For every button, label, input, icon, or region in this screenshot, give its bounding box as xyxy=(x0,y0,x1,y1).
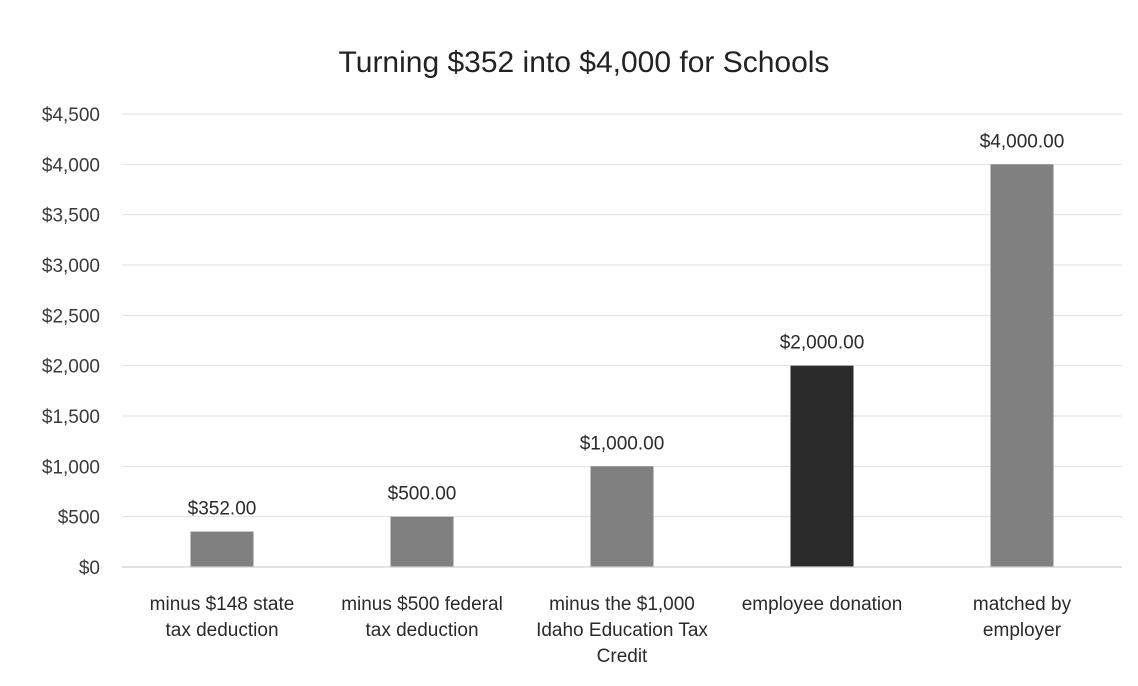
x-tick-label: Idaho Education Tax xyxy=(536,620,708,641)
x-tick-label: minus $148 state xyxy=(150,594,295,615)
y-tick-label: $1,500 xyxy=(42,407,100,428)
y-tick-label: $2,000 xyxy=(42,357,100,378)
x-tick-label: Credit xyxy=(597,646,648,667)
chart-title: Turning $352 into $4,000 for Schools xyxy=(339,46,830,79)
x-tick-label: minus the $1,000 xyxy=(549,594,695,615)
x-axis-ticks: minus $148 state tax deduction minus $500 … xyxy=(150,594,1072,667)
x-tick-label: employer xyxy=(983,620,1062,641)
data-label: $500.00 xyxy=(388,484,457,505)
bar xyxy=(190,531,254,567)
bar xyxy=(990,164,1054,568)
data-label: $2,000.00 xyxy=(780,333,865,354)
y-tick-label: $0 xyxy=(79,558,100,579)
y-axis-ticks: $0 $500 $1,000 $1,500 $2,000 $2,500 $3,000 $3,5… xyxy=(42,105,100,579)
x-tick-label: matched by xyxy=(973,594,1072,615)
gridlines xyxy=(122,113,1122,518)
y-tick-label: $3,000 xyxy=(42,256,100,277)
x-tick-label: tax deduction xyxy=(365,620,478,641)
bar xyxy=(790,365,854,567)
x-tick-label: employee donation xyxy=(742,594,903,615)
data-label: $1,000.00 xyxy=(580,433,665,454)
y-tick-label: $3,500 xyxy=(42,206,100,227)
y-tick-label: $500 xyxy=(58,508,100,529)
bar xyxy=(390,516,454,567)
y-tick-label: $4,000 xyxy=(42,155,100,176)
bar xyxy=(590,466,654,567)
bars xyxy=(190,164,1054,568)
y-tick-label: $2,500 xyxy=(42,306,100,327)
y-tick-label: $1,000 xyxy=(42,457,100,478)
data-label: $4,000.00 xyxy=(980,131,1065,152)
x-tick-label: minus $500 federal xyxy=(341,594,503,615)
data-label: $352.00 xyxy=(188,499,257,520)
y-tick-label: $4,500 xyxy=(42,105,100,126)
x-tick-label: tax deduction xyxy=(165,620,278,641)
data-labels: $352.00 $500.00 $1,000.00 $2,000.00 $4,000.0… xyxy=(188,131,1065,519)
